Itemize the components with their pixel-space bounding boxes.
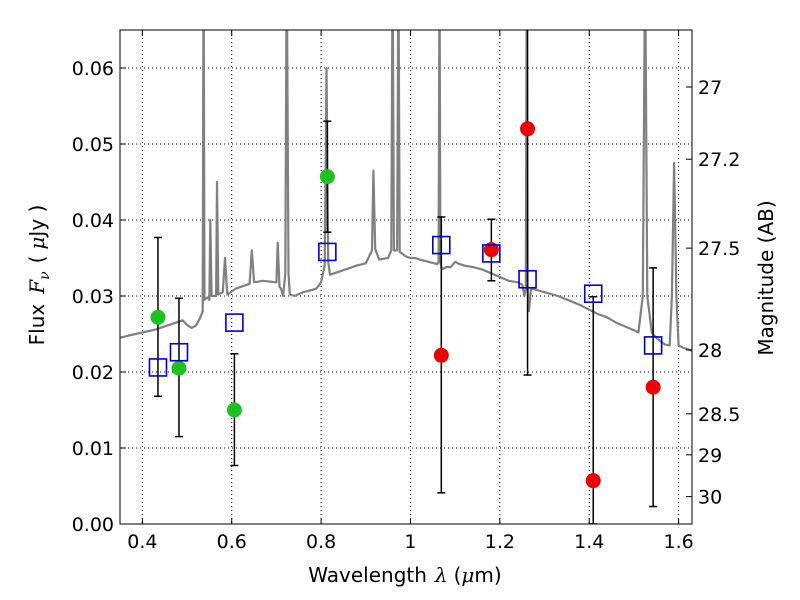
right-axis-label: Magnitude (AB) xyxy=(754,200,778,355)
data-point-circle xyxy=(520,121,536,137)
y-tick-label: 0.05 xyxy=(72,134,114,156)
right-tick-label: 27.5 xyxy=(698,238,740,260)
data-points xyxy=(148,121,663,489)
data-point-square xyxy=(518,269,537,289)
y-tick-label: 0.01 xyxy=(72,438,114,460)
right-tick-label: 29 xyxy=(698,445,722,467)
x-tick-label: 1.4 xyxy=(574,531,604,553)
y-tick-label: 0.02 xyxy=(72,362,114,384)
right-tick-label: 27 xyxy=(698,77,722,99)
right-tick-label: 27.2 xyxy=(698,149,740,171)
right-tick-label: 30 xyxy=(698,487,722,509)
grid-lines xyxy=(120,30,692,525)
data-point-square xyxy=(148,358,168,377)
data-point-square xyxy=(169,342,189,362)
error-bars xyxy=(153,30,658,524)
data-point-circle xyxy=(433,347,449,363)
data-point-square xyxy=(318,242,337,262)
right-tick-label: 28.5 xyxy=(698,404,740,426)
x-tick-label: 0.8 xyxy=(306,531,336,553)
x-tick-label: 1.6 xyxy=(663,531,693,553)
y-tick-label: 0.06 xyxy=(72,58,114,80)
x-tick-label: 0.6 xyxy=(217,531,247,553)
spectrum-line xyxy=(120,30,692,352)
x-tick-label: 0.4 xyxy=(127,531,157,553)
data-point-circle xyxy=(585,473,601,489)
x-tick-label: 1.2 xyxy=(485,531,515,553)
data-point-square xyxy=(583,284,603,304)
y-tick-label: 0.03 xyxy=(72,286,114,308)
data-point-circle xyxy=(150,309,166,325)
data-point-square xyxy=(225,313,244,332)
right-tick-label: 28 xyxy=(698,340,722,362)
data-point-square xyxy=(643,336,663,355)
axis-ticks: 0.4 0.6 0.8 1 1.2 1.4 1.6 0.00 0.01 0.02 0.03 0.04 0… xyxy=(72,30,740,553)
data-point-circle xyxy=(319,169,335,185)
data-point-circle xyxy=(645,379,661,395)
data-point-square xyxy=(432,235,451,255)
y-tick-label: 0.04 xyxy=(72,210,114,232)
spectrum-series xyxy=(120,30,692,352)
y-axis-label: FluxFν(μJy ) xyxy=(25,205,53,346)
y-tick-label: 0.00 xyxy=(72,514,114,536)
x-axis-label: Wavelength λ (μm) xyxy=(308,563,501,587)
data-point-circle xyxy=(483,242,499,258)
data-point-square xyxy=(482,244,501,263)
data-point-circle xyxy=(226,402,242,418)
x-tick-label: 1 xyxy=(404,531,416,553)
plot-frame xyxy=(119,29,693,525)
data-point-circle xyxy=(171,360,187,376)
